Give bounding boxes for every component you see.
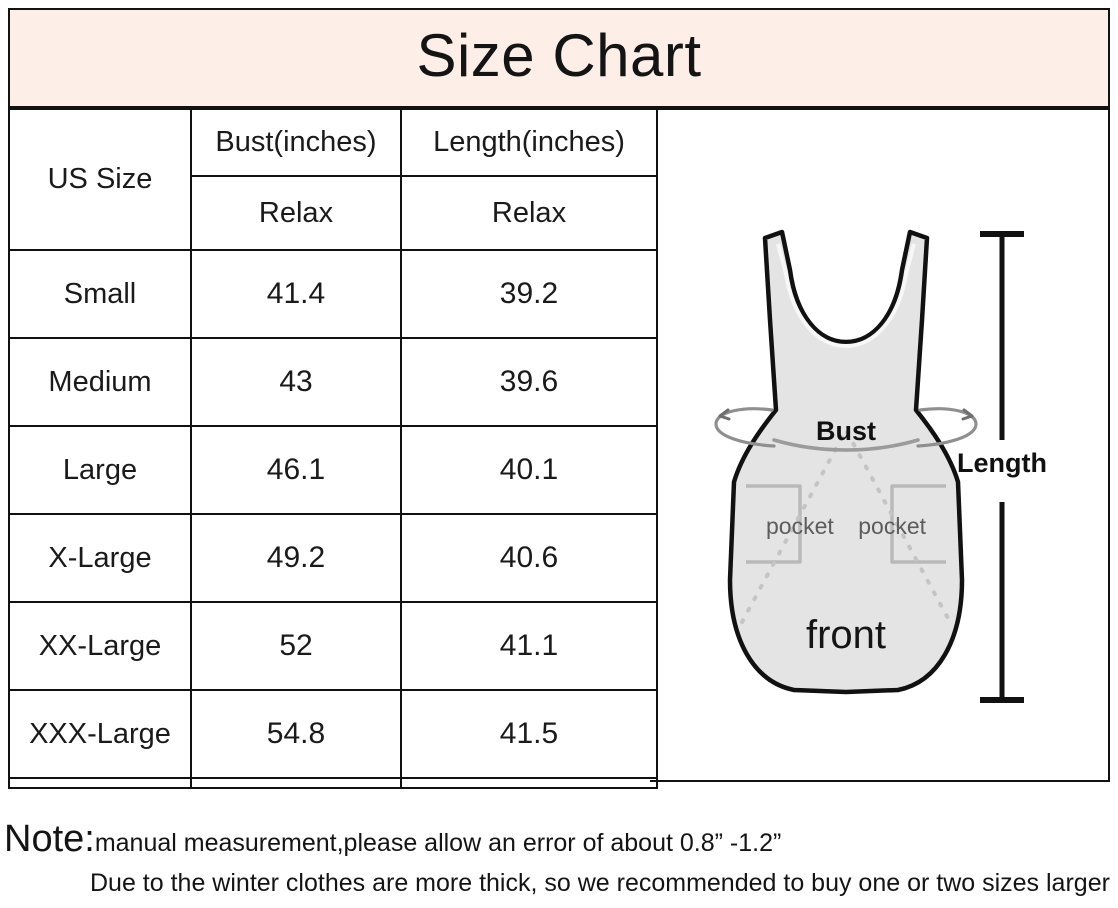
bust-ellipse-left bbox=[714, 407, 776, 448]
length-label: Length bbox=[957, 448, 1047, 478]
cell-length: 41.5 bbox=[400, 689, 658, 779]
note-label: Note: bbox=[4, 818, 95, 860]
garment-diagram-icon: Bust Length pocket pocket front bbox=[714, 229, 1047, 703]
cell-bust: 43 bbox=[190, 337, 402, 427]
cell-size: Medium bbox=[8, 337, 192, 427]
column-subheader-bust-relax: Relax bbox=[190, 175, 402, 251]
cell-length: 40.1 bbox=[400, 425, 658, 515]
table-row: Medium 43 39.6 bbox=[8, 337, 658, 427]
note-block: Note: manual measurement,please allow an… bbox=[4, 820, 1118, 896]
note-text-line-2: Due to the winter clothes are more thick… bbox=[90, 869, 1110, 897]
bust-arrow-right-icon bbox=[961, 408, 974, 421]
neckline-highlight bbox=[776, 243, 916, 349]
cell-bust: 41.4 bbox=[190, 249, 402, 339]
pocket-right-shape bbox=[890, 484, 946, 564]
column-header-length: Length(inches) bbox=[400, 108, 658, 177]
table-header-row-top: US Size Bust(inches) Length(inches) bbox=[8, 108, 658, 251]
column-header-us-size: US Size bbox=[8, 108, 192, 251]
size-table: US Size Bust(inches) Length(inches) Rela… bbox=[8, 108, 658, 789]
cell-bust: 54.8 bbox=[190, 689, 402, 779]
bust-label: Bust bbox=[816, 416, 876, 446]
title-banner: Size Chart bbox=[8, 8, 1110, 108]
cell-size: Large bbox=[8, 425, 192, 515]
table-row: X-Large 49.2 40.6 bbox=[8, 513, 658, 603]
table-row: Large 46.1 40.1 bbox=[8, 425, 658, 515]
cell-size: X-Large bbox=[8, 513, 192, 603]
note-line-1: Note: manual measurement,please allow an… bbox=[4, 820, 1118, 858]
illustration-panel: Bust Length pocket pocket front bbox=[650, 108, 1110, 782]
cell-bust: 52 bbox=[190, 601, 402, 691]
chart-body: US Size Bust(inches) Length(inches) Rela… bbox=[8, 108, 1110, 789]
bust-line-front-left bbox=[772, 438, 848, 452]
bust-arrow-left-icon bbox=[718, 408, 731, 421]
table-row: Small 41.4 39.2 bbox=[8, 249, 658, 339]
cell-length: 39.6 bbox=[400, 337, 658, 427]
filler-cell-bust bbox=[190, 777, 402, 789]
table-row: XX-Large 52 41.1 bbox=[8, 601, 658, 691]
cell-bust: 46.1 bbox=[190, 425, 402, 515]
cell-bust: 49.2 bbox=[190, 513, 402, 603]
cell-size: Small bbox=[8, 249, 192, 339]
front-label: front bbox=[806, 613, 886, 657]
cell-length: 39.2 bbox=[400, 249, 658, 339]
column-subheader-length-relax: Relax bbox=[400, 175, 658, 251]
table-row: XXX-Large 54.8 41.5 bbox=[8, 689, 658, 779]
table-row-filler bbox=[8, 777, 658, 789]
cell-size: XX-Large bbox=[8, 601, 192, 691]
filler-cell-size bbox=[8, 777, 192, 789]
garment-body-shape bbox=[727, 229, 965, 695]
column-header-bust: Bust(inches) bbox=[190, 108, 402, 177]
page-title: Size Chart bbox=[416, 22, 702, 89]
pocket-left-label: pocket bbox=[766, 513, 834, 539]
cell-length: 41.1 bbox=[400, 601, 658, 691]
note-text-line-1: manual measurement,please allow an error… bbox=[94, 829, 782, 857]
filler-cell-length bbox=[400, 777, 658, 789]
cell-size: XXX-Large bbox=[8, 689, 192, 779]
pocket-right-label: pocket bbox=[858, 513, 926, 539]
seam-dotted-line bbox=[740, 425, 952, 624]
bust-ellipse-right bbox=[916, 407, 978, 448]
bust-line-front-right bbox=[844, 438, 920, 452]
cell-length: 40.6 bbox=[400, 513, 658, 603]
table-header-row-sub: Relax Relax bbox=[9, 175, 658, 251]
